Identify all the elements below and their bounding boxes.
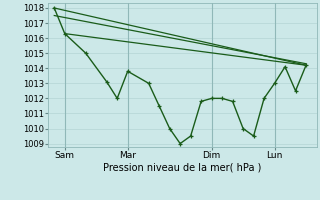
X-axis label: Pression niveau de la mer( hPa ): Pression niveau de la mer( hPa ) xyxy=(103,163,261,173)
